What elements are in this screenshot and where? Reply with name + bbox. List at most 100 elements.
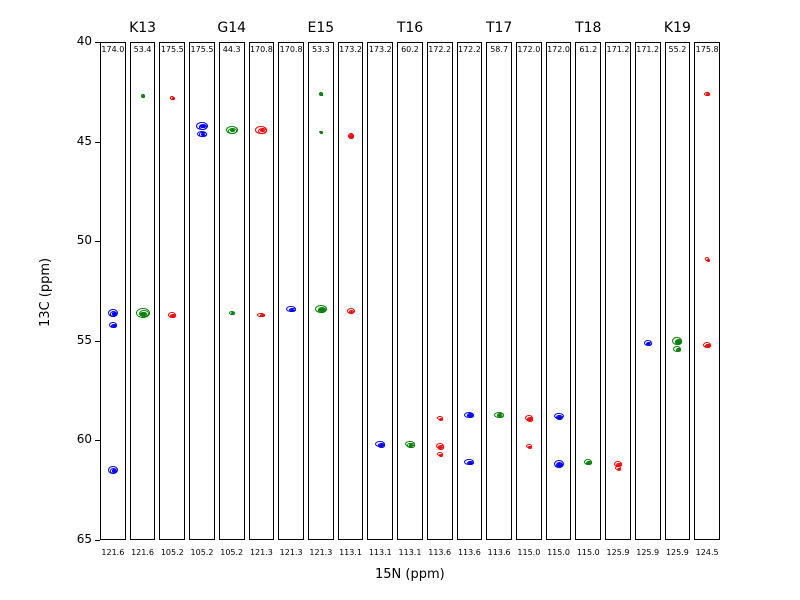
nmr-peak <box>286 306 296 312</box>
strip-top-label: 175.5 <box>159 45 185 54</box>
strip-frame <box>189 42 215 540</box>
strip-top-label: 172.0 <box>546 45 572 54</box>
strip-frame <box>397 42 423 540</box>
nmr-peak <box>347 308 355 314</box>
ytick-label: 45 <box>70 134 92 148</box>
residue-title: T16 <box>392 20 428 36</box>
strip-top-label: 172.0 <box>516 45 542 54</box>
strip-frame <box>159 42 185 540</box>
strip-top-label: 170.8 <box>278 45 304 54</box>
strip-frame <box>665 42 691 540</box>
strip-bottom-label: 105.2 <box>187 548 217 557</box>
nmr-peak <box>348 133 354 139</box>
nmr-peak <box>436 443 444 449</box>
strip-bottom-label: 125.9 <box>663 548 693 557</box>
strip-bottom-label: 121.3 <box>276 548 306 557</box>
nmr-peak <box>644 340 652 346</box>
strip-frame <box>278 42 304 540</box>
strip-bottom-label: 115.0 <box>544 548 574 557</box>
strip-bottom-label: 121.3 <box>247 548 277 557</box>
strip-frame <box>694 42 720 540</box>
strip-top-label: 171.2 <box>605 45 631 54</box>
residue-title: E15 <box>303 20 339 36</box>
nmr-peak <box>315 305 327 313</box>
strip-frame <box>516 42 542 540</box>
ytick-label: 65 <box>70 532 92 546</box>
strip-top-label: 171.2 <box>635 45 661 54</box>
strip-bottom-label: 121.6 <box>98 548 128 557</box>
residue-title: T18 <box>570 20 606 36</box>
strip-bottom-label: 113.6 <box>455 548 485 557</box>
x-axis-label: 15N (ppm) <box>375 567 445 582</box>
strip-bottom-label: 105.2 <box>157 548 187 557</box>
strip-bottom-label: 121.6 <box>128 548 158 557</box>
nmr-peak <box>197 131 207 137</box>
nmr-peak <box>437 452 443 456</box>
strip-top-label: 174.0 <box>100 45 126 54</box>
strip-frame <box>219 42 245 540</box>
strip-bottom-label: 115.0 <box>573 548 603 557</box>
nmr-peak <box>584 459 592 465</box>
strip-bottom-label: 115.0 <box>514 548 544 557</box>
nmr-peak <box>494 412 504 418</box>
strip-top-label: 60.2 <box>397 45 423 54</box>
residue-title: T17 <box>481 20 517 36</box>
strip-top-label: 53.3 <box>308 45 334 54</box>
nmr-peak <box>375 441 385 447</box>
strip-top-label: 175.5 <box>189 45 215 54</box>
strip-frame <box>427 42 453 540</box>
nmr-peak <box>257 313 265 317</box>
strip-bottom-label: 113.1 <box>365 548 395 557</box>
strip-frame <box>635 42 661 540</box>
strip-bottom-label: 124.5 <box>692 548 722 557</box>
strip-frame <box>308 42 334 540</box>
nmr-peak <box>464 412 474 418</box>
nmr-peak <box>704 92 710 96</box>
strip-frame <box>575 42 601 540</box>
nmr-peak <box>703 342 711 348</box>
strip-top-label: 55.2 <box>665 45 691 54</box>
strip-bottom-label: 125.9 <box>603 548 633 557</box>
strip-frame <box>367 42 393 540</box>
nmr-peak <box>319 131 323 133</box>
strip-top-label: 44.3 <box>219 45 245 54</box>
residue-title: K13 <box>125 20 161 36</box>
strip-top-label: 53.4 <box>130 45 156 54</box>
strip-top-label: 173.2 <box>367 45 393 54</box>
nmr-peak <box>141 94 145 98</box>
strip-bottom-label: 113.6 <box>484 548 514 557</box>
strip-bottom-label: 113.1 <box>395 548 425 557</box>
strip-frame <box>457 42 483 540</box>
ytick-label: 60 <box>70 432 92 446</box>
nmr-peak <box>554 460 564 468</box>
nmr-peak <box>464 459 474 465</box>
strip-bottom-label: 113.6 <box>425 548 455 557</box>
strip-bottom-label: 113.1 <box>336 548 366 557</box>
nmr-peak <box>526 444 532 448</box>
nmr-strip-plot: 13C (ppm)15N (ppm)404550556065K13174.012… <box>0 0 800 600</box>
nmr-peak <box>196 122 208 130</box>
nmr-peak <box>319 92 323 96</box>
strip-top-label: 58.7 <box>486 45 512 54</box>
ytick-mark <box>95 540 100 541</box>
nmr-peak <box>136 308 150 318</box>
strip-frame <box>130 42 156 540</box>
nmr-peak <box>168 312 176 318</box>
nmr-peak <box>705 257 709 261</box>
nmr-peak <box>108 309 118 317</box>
strip-top-label: 170.8 <box>249 45 275 54</box>
nmr-peak <box>229 311 235 315</box>
nmr-peak <box>255 126 267 134</box>
nmr-peak <box>673 346 681 352</box>
strip-frame <box>486 42 512 540</box>
nmr-peak <box>672 337 682 345</box>
strip-bottom-label: 125.9 <box>633 548 663 557</box>
nmr-peak <box>170 96 174 100</box>
strip-top-label: 172.2 <box>427 45 453 54</box>
nmr-peak <box>109 322 117 328</box>
ytick-label: 55 <box>70 333 92 347</box>
nmr-peak <box>615 466 621 470</box>
strip-bottom-label: 105.2 <box>217 548 247 557</box>
strip-top-label: 61.2 <box>575 45 601 54</box>
strip-top-label: 175.8 <box>694 45 720 54</box>
